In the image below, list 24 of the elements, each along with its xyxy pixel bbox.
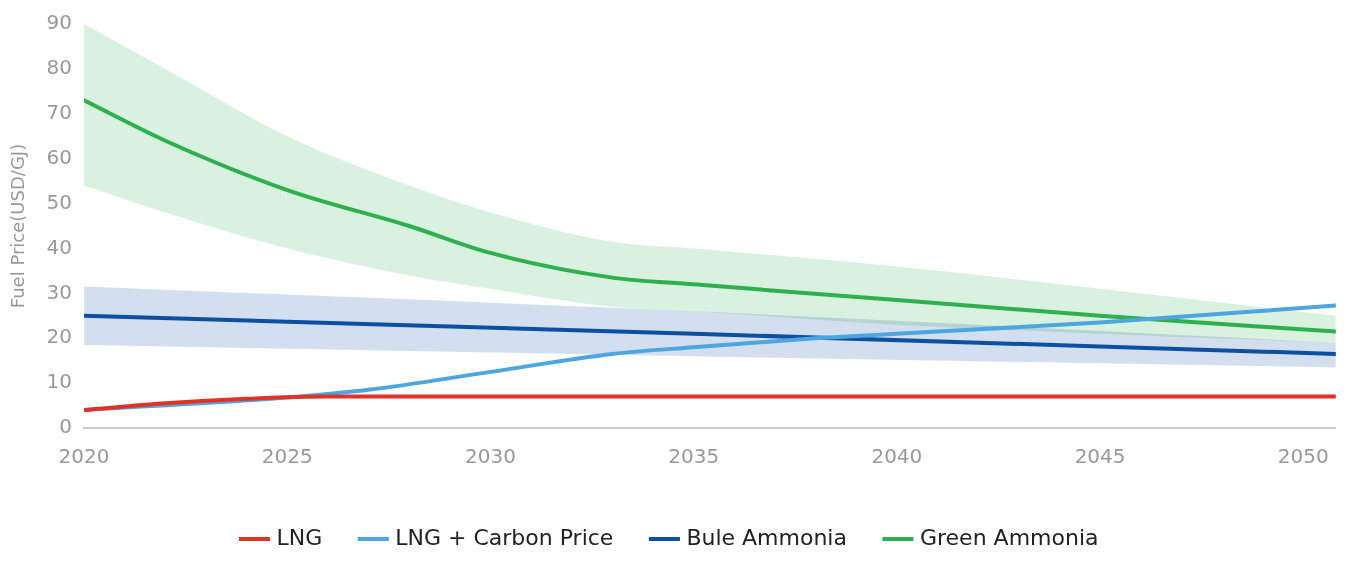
y-tick-label: 40 [46, 234, 73, 259]
x-tick-label: 2040 [871, 444, 923, 469]
legend-label: Green Ammonia [919, 524, 1099, 550]
y-tick-label: 0 [59, 414, 73, 439]
y-tick-label: 60 [46, 144, 73, 169]
x-tick-label: 2030 [465, 444, 516, 469]
x-tick-label: 2025 [261, 444, 313, 469]
y-tick-label: 10 [46, 369, 73, 394]
x-tick-label: 2020 [58, 444, 110, 469]
line-series [84, 98, 1336, 334]
y-tick-label: 80 [46, 55, 73, 80]
legend-label: LNG + Carbon Price [395, 524, 614, 550]
y-tick-label: 20 [46, 324, 73, 349]
x-tick-label: 2035 [668, 444, 720, 469]
y-tick-label: 50 [46, 189, 73, 214]
y-tick-label: 90 [46, 10, 73, 35]
legend-label: LNG [276, 524, 323, 550]
x-tick-label: 2045 [1074, 444, 1126, 469]
legend-label: Bule Ammonia [686, 524, 847, 550]
line-series [84, 394, 1336, 413]
y-tick-label: 70 [46, 99, 73, 124]
y-axis-title: Fuel Price(USD/GJ) [7, 143, 29, 309]
y-tick-label: 30 [46, 279, 73, 304]
x-tick-label: 2050 [1277, 444, 1329, 469]
